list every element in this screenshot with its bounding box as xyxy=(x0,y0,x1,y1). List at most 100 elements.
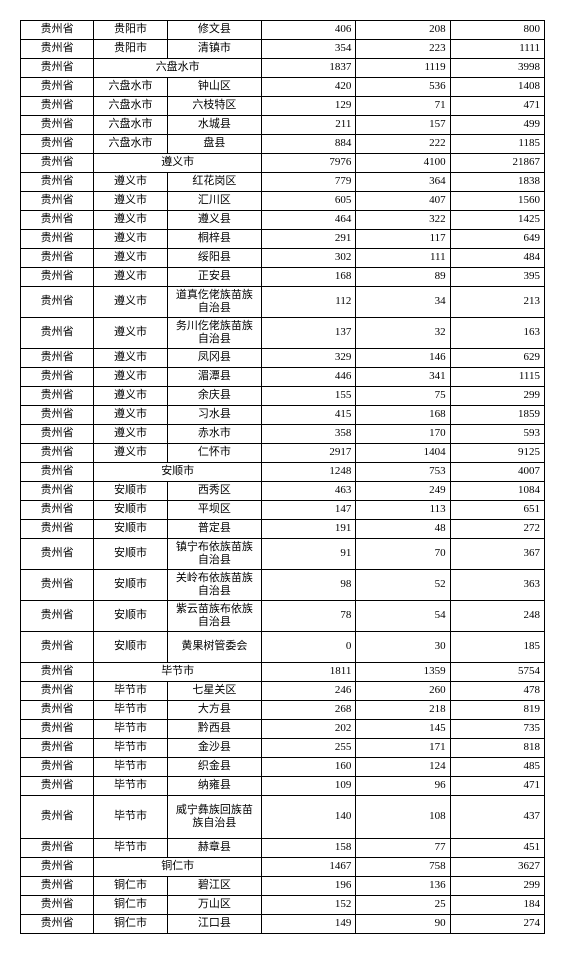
table-cell: 149 xyxy=(262,915,356,934)
table-cell: 249 xyxy=(356,482,450,501)
table-cell: 毕节市 xyxy=(94,839,167,858)
table-row: 贵州省遵义市赤水市358170593 xyxy=(21,425,545,444)
table-cell: 463 xyxy=(262,482,356,501)
table-cell: 道真仡佬族苗族自治县 xyxy=(167,287,261,318)
data-table: 贵州省贵阳市修文县406208800贵州省贵阳市清镇市3542231111贵州省… xyxy=(20,20,545,934)
table-cell: 1084 xyxy=(450,482,544,501)
table-cell: 5754 xyxy=(450,663,544,682)
table-cell: 毕节市 xyxy=(94,777,167,796)
table-row: 贵州省铜仁市碧江区196136299 xyxy=(21,877,545,896)
table-cell: 贵州省 xyxy=(21,387,94,406)
table-cell: 六盘水市 xyxy=(94,135,167,154)
table-cell: 贵州省 xyxy=(21,758,94,777)
table-row: 贵州省铜仁市江口县14990274 xyxy=(21,915,545,934)
table-cell: 普定县 xyxy=(167,520,261,539)
table-cell: 贵州省 xyxy=(21,682,94,701)
table-cell: 万山区 xyxy=(167,896,261,915)
table-cell: 884 xyxy=(262,135,356,154)
table-cell: 211 xyxy=(262,116,356,135)
table-cell: 222 xyxy=(356,135,450,154)
table-cell: 贵州省 xyxy=(21,116,94,135)
table-cell: 贵州省 xyxy=(21,501,94,520)
table-cell: 605 xyxy=(262,192,356,211)
table-cell: 268 xyxy=(262,701,356,720)
table-cell: 96 xyxy=(356,777,450,796)
table-cell: 贵州省 xyxy=(21,463,94,482)
table-cell: 贵州省 xyxy=(21,444,94,463)
table-cell: 163 xyxy=(450,318,544,349)
table-cell: 1111 xyxy=(450,40,544,59)
table-cell: 贵州省 xyxy=(21,877,94,896)
table-cell: 安顺市 xyxy=(94,520,167,539)
table-cell: 160 xyxy=(262,758,356,777)
table-cell: 遵义市 xyxy=(94,425,167,444)
table-cell: 贵州省 xyxy=(21,739,94,758)
table-cell: 贵州省 xyxy=(21,135,94,154)
table-cell: 437 xyxy=(450,796,544,839)
table-row: 贵州省贵阳市修文县406208800 xyxy=(21,21,545,40)
table-cell: 52 xyxy=(356,570,450,601)
table-cell: 260 xyxy=(356,682,450,701)
table-cell: 黔西县 xyxy=(167,720,261,739)
table-cell: 威宁彝族回族苗族自治县 xyxy=(167,796,261,839)
table-cell: 遵义市 xyxy=(94,154,262,173)
table-cell: 90 xyxy=(356,915,450,934)
table-cell: 遵义市 xyxy=(94,406,167,425)
table-cell: 镇宁布依族苗族自治县 xyxy=(167,539,261,570)
table-cell: 1838 xyxy=(450,173,544,192)
table-cell: 651 xyxy=(450,501,544,520)
table-cell: 贵州省 xyxy=(21,368,94,387)
table-cell: 遵义市 xyxy=(94,287,167,318)
table-cell: 江口县 xyxy=(167,915,261,934)
table-cell: 贵州省 xyxy=(21,287,94,318)
table-cell: 30 xyxy=(356,632,450,663)
table-row: 贵州省毕节市181113595754 xyxy=(21,663,545,682)
table-cell: 168 xyxy=(356,406,450,425)
table-cell: 1560 xyxy=(450,192,544,211)
table-row: 贵州省安顺市镇宁布依族苗族自治县9170367 xyxy=(21,539,545,570)
table-cell: 遵义市 xyxy=(94,318,167,349)
table-cell: 406 xyxy=(262,21,356,40)
table-cell: 遵义市 xyxy=(94,349,167,368)
table-cell: 贵州省 xyxy=(21,59,94,78)
table-row: 贵州省遵义市桐梓县291117649 xyxy=(21,230,545,249)
table-cell: 168 xyxy=(262,268,356,287)
table-row: 贵州省毕节市金沙县255171818 xyxy=(21,739,545,758)
table-cell: 146 xyxy=(356,349,450,368)
table-cell: 157 xyxy=(356,116,450,135)
table-cell: 贵州省 xyxy=(21,539,94,570)
table-cell: 395 xyxy=(450,268,544,287)
table-row: 贵州省安顺市普定县19148272 xyxy=(21,520,545,539)
table-cell: 毕节市 xyxy=(94,701,167,720)
table-cell: 贵阳市 xyxy=(94,40,167,59)
table-cell: 桐梓县 xyxy=(167,230,261,249)
table-cell: 黄果树管委会 xyxy=(167,632,261,663)
table-cell: 274 xyxy=(450,915,544,934)
table-row: 贵州省安顺市12487534007 xyxy=(21,463,545,482)
table-cell: 484 xyxy=(450,249,544,268)
table-cell: 贵州省 xyxy=(21,570,94,601)
table-cell: 遵义市 xyxy=(94,230,167,249)
table-cell: 223 xyxy=(356,40,450,59)
table-cell: 贵州省 xyxy=(21,601,94,632)
table-cell: 贵州省 xyxy=(21,97,94,116)
table-cell: 贵州省 xyxy=(21,777,94,796)
table-cell: 155 xyxy=(262,387,356,406)
table-cell: 170 xyxy=(356,425,450,444)
table-cell: 3627 xyxy=(450,858,544,877)
table-cell: 140 xyxy=(262,796,356,839)
table-cell: 清镇市 xyxy=(167,40,261,59)
table-cell: 六盘水市 xyxy=(94,59,262,78)
table-cell: 贵州省 xyxy=(21,268,94,287)
table-row: 贵州省铜仁市14677583627 xyxy=(21,858,545,877)
table-cell: 六盘水市 xyxy=(94,97,167,116)
table-row: 贵州省遵义市仁怀市291714049125 xyxy=(21,444,545,463)
table-cell: 291 xyxy=(262,230,356,249)
table-row: 贵州省六盘水市六枝特区12971471 xyxy=(21,97,545,116)
table-cell: 毕节市 xyxy=(94,720,167,739)
table-row: 贵州省遵义市7976410021867 xyxy=(21,154,545,173)
table-cell: 471 xyxy=(450,97,544,116)
table-cell: 安顺市 xyxy=(94,539,167,570)
table-cell: 446 xyxy=(262,368,356,387)
table-cell: 安顺市 xyxy=(94,601,167,632)
